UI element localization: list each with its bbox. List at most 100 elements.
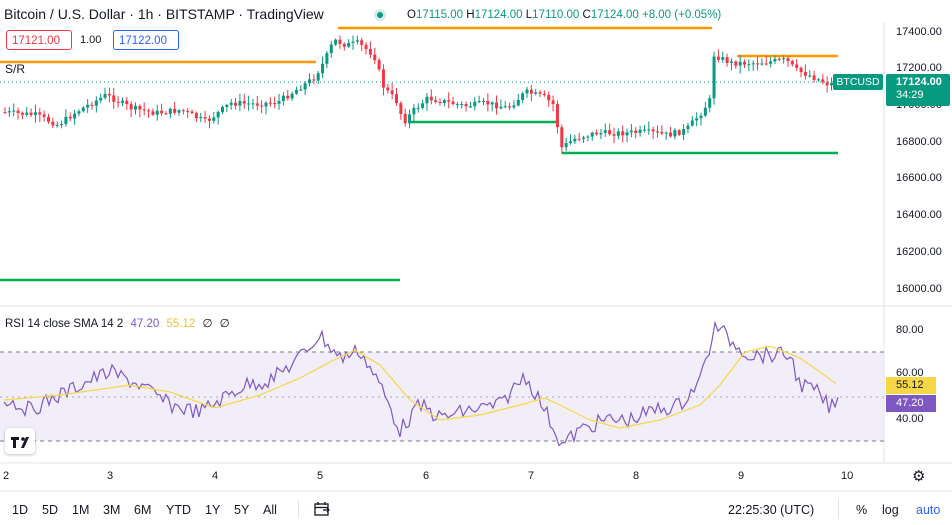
candle-body <box>399 103 403 114</box>
candle-body <box>99 97 103 101</box>
range-1y-button[interactable]: 1Y <box>205 503 221 517</box>
candle-body <box>29 112 33 115</box>
log-scale-button[interactable]: log <box>882 503 899 517</box>
time-tick: 3 <box>107 470 114 482</box>
buy-price-box[interactable]: 17122.00 <box>113 30 179 50</box>
candle-body <box>577 138 581 140</box>
candle-body <box>160 110 164 114</box>
rsi-label: RSI 14 close SMA 14 2 <box>5 318 124 330</box>
candle-body <box>355 40 359 42</box>
candle-body <box>7 111 11 113</box>
candle-body <box>329 44 333 54</box>
candle-body <box>416 107 420 109</box>
candle-body <box>90 104 94 106</box>
tradingview-logo-icon[interactable] <box>5 428 35 454</box>
symbol-tag: BTCUSD <box>833 74 883 90</box>
candle-body <box>81 107 85 112</box>
candle-body <box>499 106 503 109</box>
last-price-label: 17124.00 34:29 <box>886 74 950 106</box>
candle-body <box>612 134 616 136</box>
candle-body <box>625 132 629 136</box>
candle-body <box>264 102 268 107</box>
price-tick: 16600.00 <box>896 172 942 184</box>
range-all-button[interactable]: All <box>263 503 277 517</box>
candle-body <box>760 63 764 65</box>
candle-body <box>621 131 625 136</box>
candle-body <box>590 132 594 137</box>
spread-value: 1.00 <box>80 34 102 46</box>
candle-body <box>381 69 385 88</box>
calendar-icon[interactable] <box>313 501 331 522</box>
time-tick: 8 <box>633 470 640 482</box>
candle-body <box>229 102 233 105</box>
candle-body <box>673 130 677 137</box>
candle-body <box>147 110 151 112</box>
candle-body <box>669 132 673 137</box>
candle-body <box>238 101 242 106</box>
candle-body <box>451 101 455 105</box>
candle-body <box>473 101 477 107</box>
candle-body <box>164 113 168 115</box>
candle-body <box>616 131 620 136</box>
percent-scale-button[interactable]: % <box>856 503 868 517</box>
sell-price-box[interactable]: 17121.00 <box>6 30 72 50</box>
candle-body <box>534 92 538 94</box>
candle-body <box>251 103 255 105</box>
candle-body <box>86 104 90 108</box>
candle-body <box>425 96 429 104</box>
candle-body <box>73 113 77 119</box>
time-tick: 6 <box>423 470 430 482</box>
candle-body <box>138 105 142 110</box>
candle-body <box>477 101 481 103</box>
rsi-value: 47.20 <box>130 318 160 330</box>
candle-body <box>738 61 742 66</box>
low-value: 17110.00 <box>532 9 580 21</box>
change-value: +8.00 (+0.05%) <box>641 9 722 21</box>
candle-body <box>599 132 603 135</box>
candle-body <box>321 63 325 74</box>
range-3m-button[interactable]: 3M <box>103 503 121 517</box>
range-1d-button[interactable]: 1D <box>12 503 28 517</box>
range-5y-button[interactable]: 5Y <box>234 503 250 517</box>
time-tick: 5 <box>317 470 324 482</box>
range-ytd-button[interactable]: YTD <box>166 503 191 517</box>
utc-clock[interactable]: 22:25:30 (UTC) <box>728 503 815 517</box>
rsi-sma-price-label: 55.12 <box>886 377 936 394</box>
candle-body <box>830 83 833 86</box>
price-tick: 16800.00 <box>896 136 942 148</box>
candle-body <box>203 117 207 119</box>
rsi-tick: 40.00 <box>896 413 924 425</box>
candle-body <box>460 104 464 106</box>
candle-body <box>194 113 198 119</box>
candle-body <box>629 130 633 133</box>
candle-body <box>199 117 203 119</box>
candle-body <box>786 58 790 62</box>
range-1m-button[interactable]: 1M <box>72 503 90 517</box>
range-6m-button[interactable]: 6M <box>134 503 152 517</box>
candle-body <box>142 109 146 111</box>
candle-body <box>716 56 720 60</box>
candle-body <box>290 93 294 99</box>
candle-body <box>734 61 738 66</box>
settings-gear-icon[interactable]: ⚙ <box>912 468 926 485</box>
candle-body <box>234 102 238 106</box>
candles-layer <box>3 35 833 154</box>
range-5d-button[interactable]: 5D <box>42 503 58 517</box>
candle-body <box>181 110 185 112</box>
candle-body <box>725 57 729 63</box>
candle-body <box>551 100 555 105</box>
candle-body <box>77 111 81 114</box>
candle-body <box>708 98 712 108</box>
auto-scale-button[interactable]: auto <box>916 503 941 517</box>
candle-body <box>795 64 799 68</box>
candle-body <box>486 100 490 105</box>
candle-body <box>647 129 651 131</box>
candle-body <box>490 102 494 105</box>
candle-body <box>60 124 64 126</box>
candle-body <box>260 105 264 107</box>
price-tick: 17200.00 <box>896 62 942 74</box>
candle-body <box>334 39 338 45</box>
candle-body <box>386 87 390 91</box>
candle-body <box>342 43 346 47</box>
